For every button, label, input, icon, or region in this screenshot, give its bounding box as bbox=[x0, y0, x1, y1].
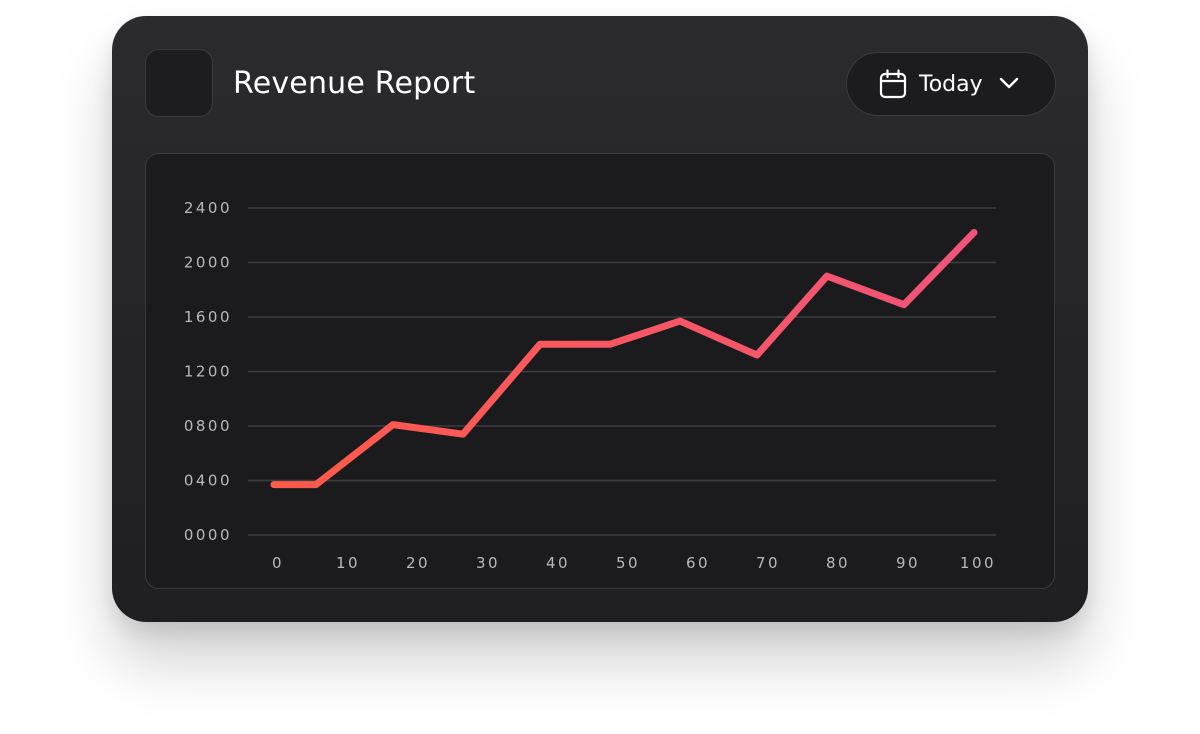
y-tick-label: 2000 bbox=[184, 254, 232, 272]
x-tick-label: 90 bbox=[896, 554, 920, 572]
x-tick-label: 70 bbox=[756, 554, 780, 572]
x-tick-label: 50 bbox=[616, 554, 640, 572]
x-tick-label: 30 bbox=[476, 554, 500, 572]
page-title: Revenue Report bbox=[233, 66, 476, 101]
date-filter-dropdown[interactable]: Today bbox=[846, 52, 1056, 116]
x-tick-label: 40 bbox=[546, 554, 570, 572]
x-tick-label: 10 bbox=[336, 554, 360, 572]
y-tick-label: 1600 bbox=[184, 308, 232, 326]
y-tick-label: 0800 bbox=[184, 417, 232, 435]
date-filter-label: Today bbox=[919, 72, 983, 97]
x-tick-label: 80 bbox=[826, 554, 850, 572]
calendar-icon bbox=[879, 69, 907, 103]
x-tick-label: 60 bbox=[686, 554, 710, 572]
y-tick-label: 1200 bbox=[184, 363, 232, 381]
x-tick-label: 100 bbox=[960, 554, 996, 572]
revenue-line-chart: 0000 0400 0800 1200 1600 2000 2400 0 10 20 30 40 50… bbox=[184, 199, 996, 572]
chevron-down-icon bbox=[999, 75, 1019, 94]
bar-chart-icon bbox=[145, 49, 213, 117]
x-tick-label: 20 bbox=[406, 554, 430, 572]
revenue-series-line bbox=[270, 229, 978, 489]
y-tick-label: 0400 bbox=[184, 472, 232, 490]
y-tick-label: 0000 bbox=[184, 526, 232, 544]
x-tick-label: 0 bbox=[272, 554, 284, 572]
y-tick-label: 2400 bbox=[184, 199, 232, 217]
